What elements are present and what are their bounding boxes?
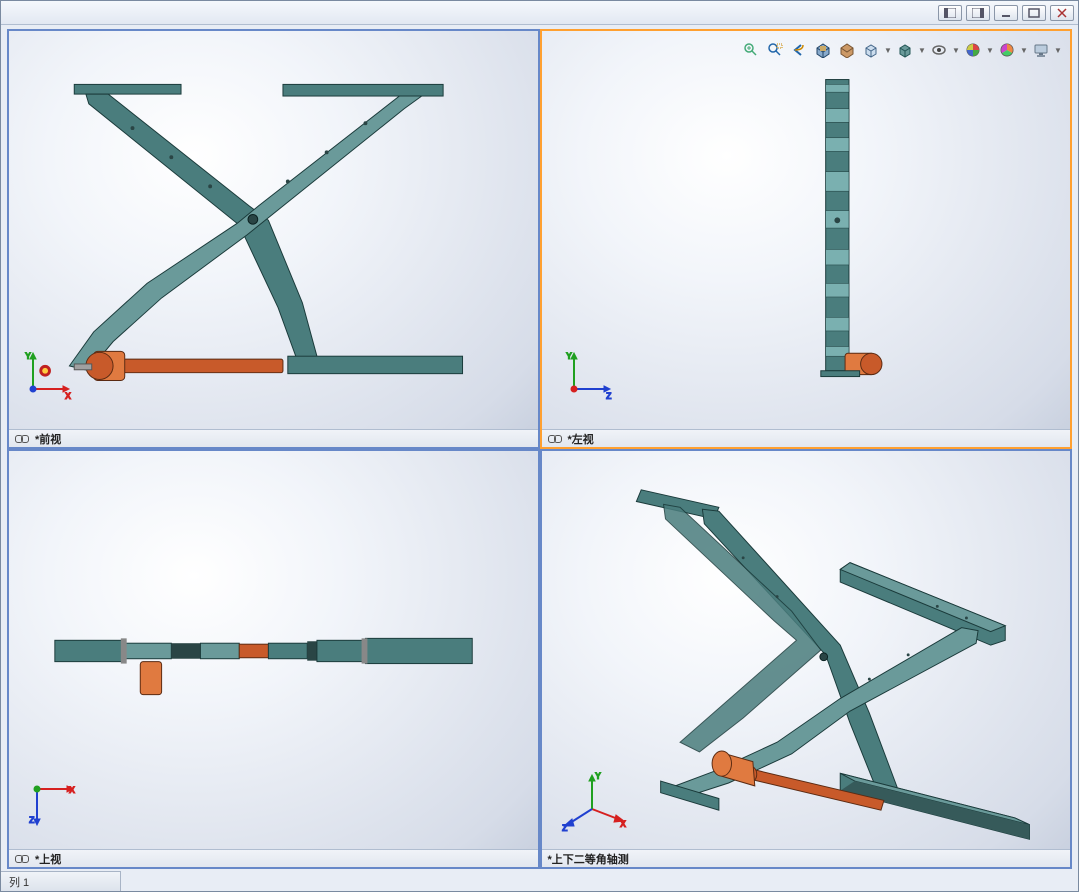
viewport-iso-label-bar: *上下二等角轴测 [542,849,1071,867]
viewport-top-label-bar: *上视 [9,849,538,867]
maximize-button[interactable] [1022,5,1046,21]
viewport-grid: Y X *前视 ▼ ▼ [7,29,1072,869]
viewport-left[interactable]: ▼ ▼ ▼ ▼ ▼ ▼ [540,29,1073,449]
viewport-isometric-canvas[interactable]: Y X Z [542,451,1071,849]
viewport-label: *上视 [35,851,61,867]
viewport-left-canvas[interactable]: Y Z [542,31,1071,429]
viewport-label: *前视 [35,431,61,447]
app-window: Y X *前视 ▼ ▼ [0,0,1079,892]
viewport-label: *上下二等角轴测 [548,851,629,867]
viewport-top-canvas[interactable]: X Z [9,451,538,849]
viewport-front[interactable]: Y X *前视 [7,29,540,449]
close-button[interactable] [1050,5,1074,21]
link-icon [548,434,562,444]
viewport-front-label-bar: *前视 [9,429,538,447]
panel-right-button[interactable] [966,5,990,21]
minimize-button[interactable] [994,5,1018,21]
link-icon [15,434,29,444]
titlebar [1,1,1078,25]
viewport-isometric[interactable]: Y X Z *上下二等角轴测 [540,449,1073,869]
model-tab[interactable]: 列 1 [1,871,121,891]
viewport-label: *左视 [568,431,594,447]
viewport-front-canvas[interactable]: Y X [9,31,538,429]
link-icon [15,854,29,864]
viewport-left-label-bar: *左视 [542,429,1071,447]
tab-label: 列 1 [9,874,29,890]
panel-left-button[interactable] [938,5,962,21]
viewport-top[interactable]: X Z *上视 [7,449,540,869]
